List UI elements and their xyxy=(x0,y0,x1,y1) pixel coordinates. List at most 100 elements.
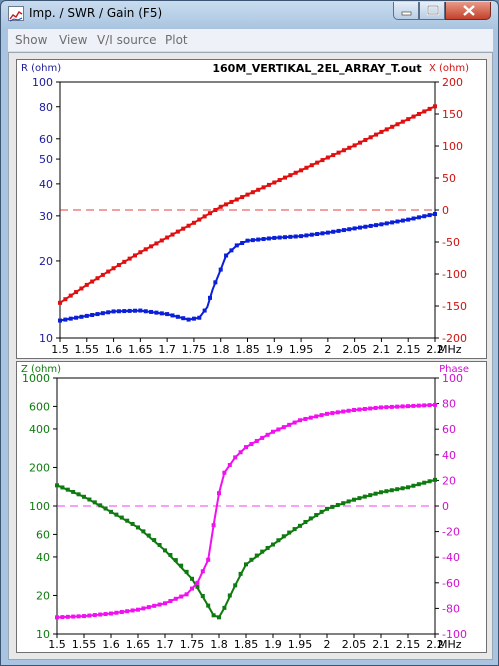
data-point xyxy=(190,576,194,581)
data-point xyxy=(184,569,189,574)
data-point xyxy=(138,308,143,313)
data-point xyxy=(261,237,266,242)
menu-vi-source[interactable]: V/I source xyxy=(97,33,157,47)
x-tick-label: 1.7 xyxy=(158,343,176,356)
data-point xyxy=(170,232,175,237)
data-point xyxy=(224,253,229,258)
window-title: Imp. / SWR / Gain (F5) xyxy=(29,6,163,20)
x-tick-label: 1.95 xyxy=(288,638,313,651)
data-point xyxy=(411,114,416,119)
data-point xyxy=(395,219,400,224)
data-point xyxy=(347,145,352,150)
series-markers-right xyxy=(55,402,437,620)
menu-view[interactable]: View xyxy=(59,33,88,47)
data-point xyxy=(218,204,223,209)
title-bar[interactable]: Imp. / SWR / Gain (F5) xyxy=(1,1,498,27)
data-point xyxy=(325,155,330,160)
data-point xyxy=(433,104,437,109)
data-point xyxy=(206,603,211,608)
x-tick-label: 2.1 xyxy=(373,343,391,356)
maximize-button[interactable] xyxy=(419,2,445,20)
data-point xyxy=(227,593,232,598)
data-point xyxy=(299,168,304,173)
data-point xyxy=(84,282,89,287)
data-point xyxy=(76,492,81,497)
y-right-tick-label: -150 xyxy=(442,300,467,313)
data-point xyxy=(154,241,159,246)
data-point xyxy=(341,228,346,233)
data-point xyxy=(411,483,416,488)
resistance-reactance-chart[interactable]: 1.5 1.55 1.6 1.65 1.7 1.75 1.8 1.85 1.9 1.95 2 2.05… xyxy=(17,60,486,358)
data-point xyxy=(427,213,432,218)
data-point xyxy=(168,553,173,558)
data-point xyxy=(352,226,357,231)
data-point xyxy=(256,237,261,242)
data-point xyxy=(68,316,73,321)
data-point xyxy=(335,503,340,508)
x-tick-label: 1.85 xyxy=(235,343,260,356)
x-tick-label: 2.05 xyxy=(342,343,367,356)
data-point xyxy=(163,548,167,553)
data-point xyxy=(395,122,400,127)
data-point xyxy=(100,272,105,277)
data-point xyxy=(122,259,127,264)
data-point xyxy=(266,236,271,241)
y-right-tick-label: -20 xyxy=(442,526,460,539)
data-point xyxy=(272,180,277,185)
y-right-tick-label: 60 xyxy=(442,423,456,436)
data-point xyxy=(309,163,314,168)
close-button[interactable] xyxy=(445,2,491,20)
menu-show[interactable]: Show xyxy=(15,33,48,47)
y-right-tick-label: 40 xyxy=(442,449,456,462)
data-point xyxy=(374,223,379,228)
data-point xyxy=(352,497,356,502)
maximize-icon xyxy=(426,4,440,16)
data-point xyxy=(197,217,202,222)
data-point xyxy=(213,208,218,212)
series-markers-left xyxy=(58,212,437,323)
menu-plot[interactable]: Plot xyxy=(165,33,188,47)
minimize-button[interactable] xyxy=(393,2,419,20)
data-point xyxy=(433,212,437,217)
y-right-tick-label: -100 xyxy=(442,628,467,641)
data-point xyxy=(233,455,238,460)
data-point xyxy=(149,244,154,249)
data-point xyxy=(406,485,410,490)
data-point xyxy=(362,494,367,499)
data-point xyxy=(111,266,116,271)
data-point xyxy=(433,402,437,407)
data-point xyxy=(234,197,239,202)
y-left-tick-label: 20 xyxy=(36,589,50,602)
data-point xyxy=(373,491,378,496)
data-point xyxy=(250,190,255,195)
x-tick-label: 1.75 xyxy=(180,638,205,651)
y-left-tick-label: 40 xyxy=(36,551,50,564)
series-markers-right xyxy=(58,104,437,305)
data-point xyxy=(368,406,373,411)
data-point xyxy=(244,445,248,450)
data-point xyxy=(206,557,211,562)
data-point xyxy=(336,228,341,233)
data-point xyxy=(217,615,221,620)
impedance-phase-chart[interactable]: 1.5 1.55 1.6 1.65 1.7 1.75 1.8 1.85 1.9 1.95 2 2.05… xyxy=(17,362,486,652)
data-point xyxy=(390,124,395,129)
data-point xyxy=(288,173,293,178)
data-point xyxy=(319,509,324,514)
data-point xyxy=(352,143,357,148)
data-point xyxy=(200,569,205,574)
data-point xyxy=(330,504,335,509)
data-point xyxy=(92,500,97,505)
data-point xyxy=(320,158,325,163)
y-left-tick-label: 40 xyxy=(39,178,53,191)
data-point xyxy=(227,463,232,468)
data-point xyxy=(191,220,196,225)
data-point xyxy=(229,248,234,253)
y-right-tick-label: 0 xyxy=(442,204,449,217)
data-point xyxy=(65,487,70,492)
menu-bar: Show View V/I source Plot xyxy=(8,29,493,52)
data-point xyxy=(84,313,89,318)
data-point xyxy=(384,489,389,494)
data-point xyxy=(287,530,292,535)
y-right-tick-label: -50 xyxy=(442,236,460,249)
data-point xyxy=(315,160,320,165)
